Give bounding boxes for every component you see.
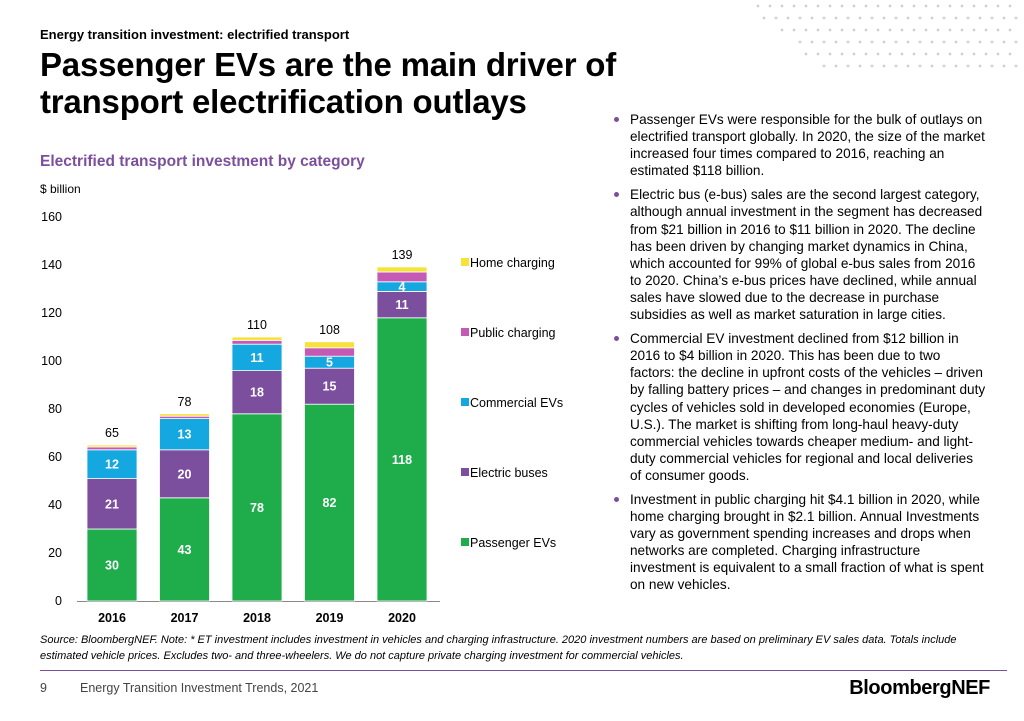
legend-swatch-electric-buses <box>461 468 469 476</box>
bar-passenger-evs-2019 <box>304 403 355 602</box>
data-label: 4 <box>399 280 406 294</box>
bloombergnef-logo: BloombergNEF <box>849 677 990 699</box>
legend-label-home-charging: Home charging <box>470 256 555 270</box>
y-axis-unit-label: $ billion <box>40 182 81 196</box>
data-label: 20 <box>178 467 192 481</box>
y-tick-label: 20 <box>48 546 62 560</box>
legend-swatch-passenger-evs <box>461 538 469 546</box>
data-label: 15 <box>323 380 337 394</box>
y-tick-label: 120 <box>41 306 62 320</box>
bar-home-charging-2020 <box>376 266 428 273</box>
total-label: 78 <box>178 395 192 409</box>
legend-label-public-charging: Public charging <box>470 326 556 340</box>
headline: Passenger EVs are the main driver of tra… <box>40 46 617 120</box>
bar-passenger-evs-2018 <box>231 413 283 602</box>
legend-label-commercial-evs: Commercial EVs <box>470 396 563 410</box>
data-label: 82 <box>323 496 337 510</box>
source-note: Source: BloombergNEF. Note: * ET investm… <box>40 634 957 662</box>
bar-public-charging-2018 <box>231 339 283 345</box>
bullet-charging: Investment in public charging hit $4.1 b… <box>614 491 986 594</box>
y-tick-label: 80 <box>48 402 62 416</box>
bar-electric-buses-2016 <box>86 478 138 530</box>
bar-passenger-evs-2020 <box>376 317 428 602</box>
legend-label-passenger-evs: Passenger EVs <box>470 536 556 550</box>
page-number: 9 <box>40 681 47 695</box>
bar-electric-buses-2018 <box>231 370 283 415</box>
data-label: 11 <box>395 298 408 312</box>
x-tick-label: 2016 <box>98 611 126 625</box>
footer-divider <box>40 670 1007 671</box>
bullet-electric-buses: Electric bus (e-bus) sales are the secon… <box>614 186 986 323</box>
data-label: 11 <box>250 351 263 365</box>
data-label: 21 <box>105 497 119 511</box>
bar-passenger-evs-2016 <box>86 528 138 602</box>
data-label: 30 <box>105 559 119 573</box>
data-label: 118 <box>392 453 412 467</box>
legend-swatch-public-charging <box>461 328 469 336</box>
bar-electric-buses-2017 <box>159 449 210 499</box>
data-label: 12 <box>105 458 119 472</box>
bullet-commercial-evs: Commercial EV investment declined from $… <box>614 330 986 484</box>
bar-home-charging-2019 <box>304 341 355 349</box>
bar-home-charging-2016 <box>86 444 138 448</box>
bar-electric-buses-2019 <box>304 367 355 405</box>
stacked-bar-chart: 0 20 40 60 80 100 120 140 160 30 21 12 65 2016 43 20 13 7… <box>41 210 563 625</box>
total-label: 65 <box>105 426 119 440</box>
data-label: 43 <box>178 543 192 557</box>
bar-electric-buses-2020 <box>376 291 428 319</box>
data-label: 13 <box>178 428 192 442</box>
data-label: 78 <box>250 501 264 515</box>
chart-title: Electrified transport investment by cate… <box>40 153 365 170</box>
total-label: 108 <box>319 323 340 337</box>
commentary-bullets: Passenger EVs were responsible for the b… <box>614 111 986 601</box>
x-tick-label: 2020 <box>388 611 416 625</box>
y-tick-label: 160 <box>41 210 62 224</box>
bar-public-charging-2016 <box>86 446 138 451</box>
data-label: 18 <box>250 386 264 400</box>
y-tick-label: 140 <box>41 258 62 272</box>
x-tick-label: 2017 <box>171 611 199 625</box>
bar-home-charging-2017 <box>159 413 210 417</box>
x-tick-label: 2018 <box>243 611 271 625</box>
bar-public-charging-2019 <box>304 347 355 357</box>
y-tick-label: 100 <box>41 354 62 368</box>
y-tick-label: 0 <box>55 594 62 608</box>
kicker: Energy transition investment: electrifie… <box>40 27 350 42</box>
total-label: 110 <box>247 318 267 332</box>
decorative-dot-pattern <box>756 4 1018 68</box>
report-title: Energy Transition Investment Trends, 202… <box>80 681 319 695</box>
bar-public-charging-2020 <box>376 271 428 283</box>
bar-commercial-evs-2018 <box>231 343 283 371</box>
x-tick-label: 2019 <box>316 611 344 625</box>
total-label: 139 <box>392 248 413 262</box>
bar-commercial-evs-2017 <box>159 418 210 451</box>
data-label: 5 <box>326 356 333 370</box>
legend-label-electric-buses: Electric buses <box>470 466 548 480</box>
legend-swatch-home-charging <box>461 258 469 266</box>
bar-passenger-evs-2017 <box>159 497 210 602</box>
y-tick-label: 40 <box>48 498 62 512</box>
legend-swatch-commercial-evs <box>461 398 469 406</box>
bullet-passenger-evs: Passenger EVs were responsible for the b… <box>614 111 986 179</box>
y-tick-label: 60 <box>48 450 62 464</box>
bar-home-charging-2018 <box>231 336 283 341</box>
